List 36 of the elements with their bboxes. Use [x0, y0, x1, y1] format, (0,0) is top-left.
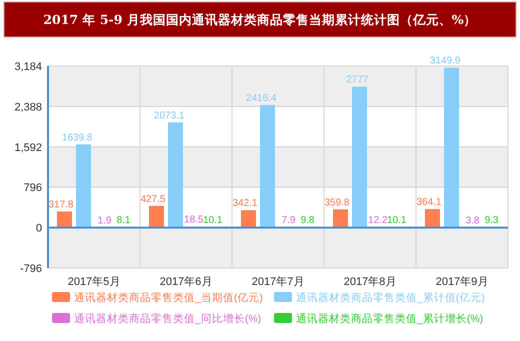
legend-label: 通讯器材类商品零售类值_累计值(亿元)	[296, 291, 485, 304]
data-label: 3149.9	[430, 56, 461, 67]
data-label: 18.5	[184, 214, 204, 226]
data-label: 342.1	[232, 198, 258, 210]
y-tick-label: 0	[36, 222, 42, 235]
x-tick-label: 2017年7月	[252, 276, 304, 288]
data-label: 317.8	[48, 199, 74, 210]
y-tick-label: 3,184	[14, 61, 42, 73]
y-tick-label: 1,592	[14, 142, 42, 154]
data-label: 427.5	[140, 194, 166, 205]
data-label: 2416.4	[246, 92, 277, 104]
data-label: 7.9	[282, 215, 296, 226]
x-tick-label: 2017年8月	[344, 276, 396, 288]
y-tick-label: 796	[24, 182, 42, 194]
data-label: 359.8	[324, 197, 350, 208]
data-label: 12.2	[368, 214, 388, 226]
legend-label: 通讯器材类商品零售类值_当期值(亿元)	[74, 291, 263, 304]
y-tick-label: 2,388	[14, 101, 42, 114]
data-label: 364.1	[416, 197, 442, 208]
data-label: 10.1	[203, 215, 223, 226]
x-tick-label: 2017年6月	[160, 276, 212, 288]
data-label: 1.9	[98, 216, 112, 227]
legend-label: 通讯器材类商品零售类值_同比增长(%)	[74, 312, 262, 325]
data-label: 9.8	[300, 215, 315, 226]
chart-title: 2017 年 5-9 月我国国内通讯器材类商品零售当期累计统计图（亿元、%）	[43, 12, 477, 27]
data-label: 8.1	[116, 215, 131, 226]
x-tick-label: 2017年5月	[68, 276, 120, 288]
x-tick-label: 2017年9月	[436, 276, 488, 288]
data-label: 3.8	[466, 215, 480, 226]
data-label: 1639.8	[62, 132, 93, 144]
data-label: 9.3	[484, 215, 499, 226]
data-label: 2073.1	[154, 110, 185, 122]
y-tick-label: -796	[20, 263, 42, 275]
data-label: 10.1	[387, 215, 407, 226]
legend-label: 通讯器材类商品零售类值_累计增长(%)	[296, 312, 484, 325]
data-label: 2777	[346, 74, 369, 86]
